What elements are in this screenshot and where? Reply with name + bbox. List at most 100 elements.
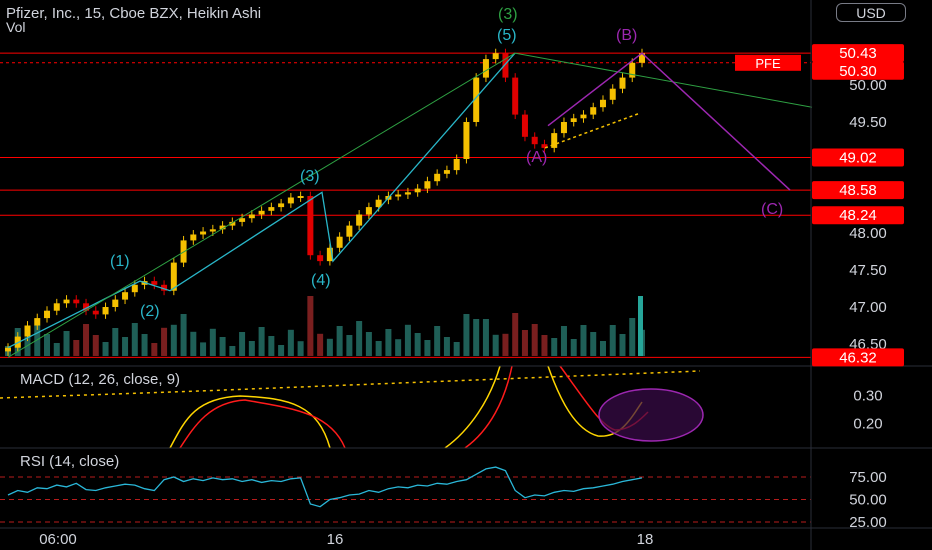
volume-bar (307, 296, 314, 356)
volume-bar (317, 333, 324, 356)
currency-button[interactable]: USD (836, 3, 906, 22)
volume-bar (209, 328, 216, 356)
volume-bar (219, 337, 226, 356)
rsi-tick: 50.00 (849, 492, 887, 509)
candle-body (492, 53, 499, 60)
volume-bar (375, 341, 382, 356)
candle-body (619, 77, 626, 89)
candle-body (365, 207, 372, 215)
volume-bar (619, 334, 626, 356)
time-tick: 06:00 (39, 531, 77, 548)
volume-bar (482, 319, 489, 356)
chart-title: Pfizer, Inc., 15, Cboe BZX, Heikin Ashi (6, 5, 261, 22)
rsi-tick: 75.00 (849, 469, 887, 486)
candle-body (473, 77, 480, 122)
price-badge (812, 348, 904, 367)
volume-bar (24, 337, 31, 356)
candle-body (395, 194, 402, 197)
volume-bar (200, 342, 207, 356)
candle-body (239, 218, 246, 222)
volume-bar (560, 326, 567, 356)
wave-label-a: (A) (526, 149, 547, 166)
volume-bar (248, 341, 255, 356)
volume-bar (395, 339, 402, 356)
candle-body (336, 236, 343, 248)
candle-body (44, 310, 51, 319)
candle-body (560, 122, 567, 134)
price-badge (812, 181, 904, 200)
time-tick: 18 (637, 531, 654, 548)
volume-bar (453, 342, 460, 356)
volume-bar (629, 318, 636, 356)
volume-bar (414, 333, 421, 356)
candle-body (200, 231, 207, 235)
wave-path-impulse (7, 52, 516, 349)
volume-bar (638, 296, 643, 356)
signal-line (464, 365, 513, 449)
volume-bar (404, 324, 411, 356)
candle-body (404, 192, 411, 195)
volume-bar (385, 329, 392, 356)
volume-bar (473, 319, 480, 356)
price-badge-value: 46.32 (839, 349, 877, 366)
volume-bar (83, 324, 90, 356)
volume-bar (424, 340, 431, 356)
candle-body (453, 159, 460, 171)
macd-tick: 0.20 (853, 415, 882, 432)
volume-bar (492, 334, 499, 356)
volume-bar (278, 345, 285, 356)
candle-body (112, 299, 119, 307)
price-badge-value: 48.24 (839, 207, 877, 224)
macd-line (444, 365, 501, 449)
candle-body (190, 234, 197, 241)
candles (5, 48, 645, 356)
price-tick: 49.50 (849, 114, 887, 131)
volume-bar (599, 341, 606, 356)
candle-body (551, 133, 558, 148)
rsi-line (7, 466, 643, 508)
highlight-ellipse (598, 388, 704, 442)
macd-pane (0, 365, 704, 449)
candle-body (326, 247, 333, 262)
vol-label: Vol (6, 19, 25, 35)
candle-body (34, 318, 41, 326)
volume-bar (365, 332, 372, 356)
volume-bar (570, 339, 577, 356)
volume-bar (609, 325, 616, 356)
price-tick: 47.50 (849, 262, 887, 279)
candle-body (356, 214, 363, 226)
volume-bar (239, 332, 246, 356)
volume-bar (268, 336, 275, 356)
price-badge-value: 48.58 (839, 182, 877, 199)
candle-body (219, 225, 226, 230)
candle-body (434, 173, 441, 182)
candle-body (83, 303, 90, 311)
volume-bar (92, 335, 99, 356)
volume-bar (53, 343, 60, 356)
volume-bar (297, 341, 304, 356)
wave-path-correction (547, 52, 791, 191)
candle-body (229, 221, 236, 226)
volume-bar (151, 343, 158, 356)
price-badge (812, 148, 904, 167)
candle-body (307, 196, 314, 256)
candle-body (463, 122, 470, 159)
volume-bar (73, 340, 80, 356)
candle-body (24, 325, 31, 337)
candle-body (63, 299, 70, 304)
volume-bars (5, 296, 645, 356)
volume-bar (131, 323, 138, 356)
volume-bar (258, 327, 265, 356)
candle-body (53, 303, 60, 311)
candle-body (151, 281, 158, 285)
candle-body (131, 284, 138, 293)
candle-body (248, 214, 255, 219)
volume-bar (356, 321, 363, 356)
candle-body (629, 62, 636, 78)
candle-body (258, 210, 265, 215)
price-badge (812, 44, 904, 63)
candle-body (102, 307, 109, 315)
candle-body (590, 107, 597, 115)
